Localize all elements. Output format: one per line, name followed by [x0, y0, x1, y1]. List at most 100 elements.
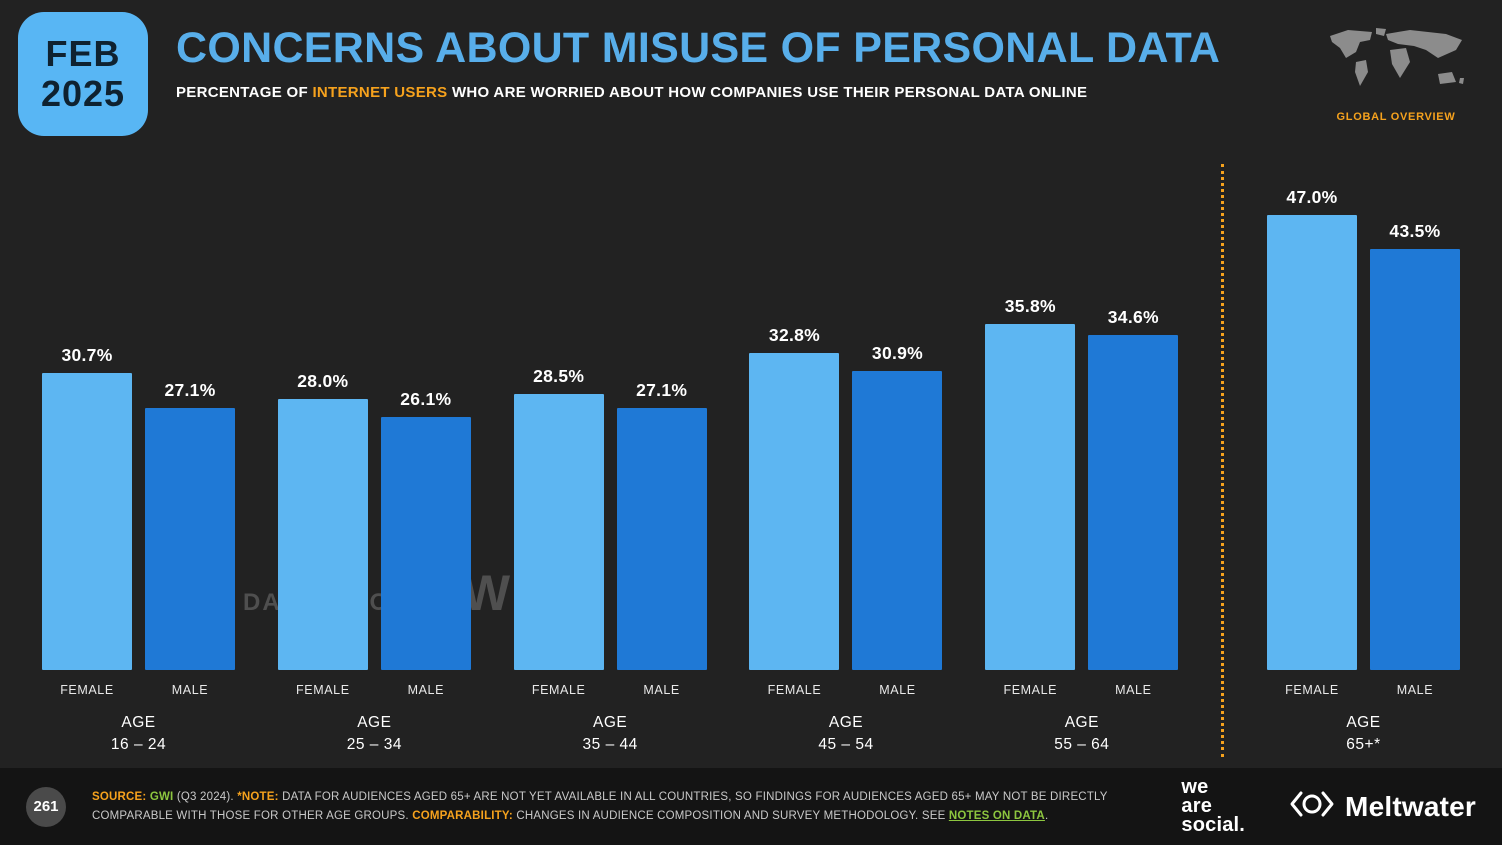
bar-value: 27.1%	[164, 379, 216, 400]
age-65-separator-line	[1221, 164, 1225, 757]
we-are-social-line3: social.	[1181, 814, 1246, 836]
age-label: AGE 35 – 44	[582, 714, 638, 754]
bar-pair: 30.7% 27.1%	[42, 158, 235, 670]
bar-pair: 35.8% 34.6%	[985, 158, 1179, 670]
subtitle-suffix: WHO ARE WORRIED ABOUT HOW COMPANIES USE …	[447, 84, 1088, 101]
bar-male	[1088, 335, 1179, 670]
series-label-male: MALE	[643, 683, 680, 697]
series-label-female: FEMALE	[296, 683, 350, 697]
bar-column-female: 30.7%	[42, 345, 132, 670]
bar-value: 47.0%	[1286, 187, 1338, 207]
notes-on-data-link[interactable]: NOTES ON DATA	[948, 809, 1045, 822]
bar-value: 35.8%	[1004, 295, 1056, 316]
source-note: SOURCE: GWI (Q3 2024). *NOTE: DATA FOR A…	[92, 788, 1152, 825]
bar-pair: 47.0% 43.5%	[1266, 158, 1460, 670]
page-title: CONCERNS ABOUT MISUSE OF PERSONAL DATA	[176, 24, 1221, 72]
bar-male	[1369, 248, 1460, 670]
series-label-female: FEMALE	[531, 683, 586, 697]
chart-group: 35.8% 34.6% FEMALE MALE AGE 55 – 64	[985, 158, 1179, 757]
bar-pair: 28.5% 27.1%	[513, 158, 707, 670]
bar-value: 26.1%	[400, 389, 452, 410]
series-label-female: FEMALE	[767, 683, 822, 697]
series-label-row: FEMALE MALE	[1267, 683, 1460, 697]
bar-male	[852, 370, 943, 670]
bar-column-male: 34.6%	[1088, 307, 1179, 670]
bar-male	[616, 407, 707, 670]
bar-female	[749, 352, 840, 670]
series-label-row: FEMALE MALE	[749, 683, 942, 697]
age-label: AGE 55 – 64	[1054, 714, 1110, 754]
we-are-social-line1: we	[1181, 776, 1209, 798]
source-label: SOURCE:	[92, 791, 147, 804]
chart-groups: 30.7% 27.1% FEMALE MALE AGE 16 – 24 28.0% 26.1%…	[42, 158, 1460, 757]
header-text: CONCERNS ABOUT MISUSE OF PERSONAL DATA P…	[176, 12, 1316, 101]
meltwater-logo: Meltwater	[1289, 790, 1476, 823]
bar-female	[42, 372, 132, 670]
bar-pair: 32.8% 30.9%	[749, 158, 943, 670]
bar-value: 28.5%	[533, 366, 585, 387]
footer: 261 SOURCE: GWI (Q3 2024). *NOTE: DATA F…	[0, 768, 1502, 845]
series-label-male: MALE	[171, 683, 209, 697]
bar-female	[277, 399, 368, 670]
bar-column-female: 32.8%	[749, 324, 840, 670]
bar-value: 43.5%	[1389, 220, 1441, 241]
bar-column-female: 28.5%	[513, 366, 604, 670]
chart-group: 47.0% 43.5% FEMALE MALE AGE 65+*	[1266, 158, 1460, 757]
bar-column-female: 35.8%	[985, 295, 1076, 670]
series-label-female: FEMALE	[1003, 683, 1058, 697]
bar-value: 34.6%	[1107, 307, 1159, 328]
bar-value: 30.9%	[871, 342, 924, 363]
source-link-gwi[interactable]: GWI	[149, 791, 174, 804]
age-label: AGE 45 – 54	[818, 714, 874, 754]
world-map-icon	[1326, 28, 1466, 102]
global-overview-block: GLOBAL OVERVIEW	[1316, 26, 1476, 123]
bar-column-male: 43.5%	[1369, 220, 1460, 670]
bar-value: 27.1%	[636, 379, 688, 400]
series-label-row: FEMALE MALE	[42, 683, 235, 697]
subtitle-prefix: PERCENTAGE OF	[176, 84, 313, 101]
bar-male	[380, 417, 471, 670]
meltwater-logo-text: Meltwater	[1345, 790, 1476, 822]
source-rest: (Q3 2024).	[173, 791, 238, 804]
bar-column-male: 26.1%	[380, 389, 471, 670]
subtitle-highlight: INTERNET USERS	[312, 84, 448, 101]
global-overview-label: GLOBAL OVERVIEW	[1336, 111, 1456, 123]
note-text: DATA FOR AUDIENCES AGED 65+ ARE NOT YET …	[92, 791, 1108, 822]
series-label-female: FEMALE	[1285, 683, 1339, 697]
bar-pair: 28.0% 26.1%	[277, 158, 471, 670]
bar-column-male: 27.1%	[145, 380, 235, 670]
bar-female	[1266, 215, 1357, 670]
chart-group: 32.8% 30.9% FEMALE MALE AGE 45 – 54	[749, 158, 943, 757]
chart-group: 28.0% 26.1% FEMALE MALE AGE 25 – 34	[277, 158, 471, 757]
series-label-male: MALE	[407, 683, 445, 697]
header: FEB 2025 CONCERNS ABOUT MISUSE OF PERSON…	[0, 0, 1502, 136]
bar-column-male: 27.1%	[616, 379, 707, 670]
comparability-label: COMPARABILITY:	[412, 809, 513, 822]
comparability-text: CHANGES IN AUDIENCE COMPOSITION AND SURV…	[512, 809, 949, 822]
meltwater-icon	[1289, 790, 1335, 823]
bar-column-male: 30.9%	[852, 342, 943, 670]
notes-period: .	[1044, 809, 1049, 822]
bar-column-female: 28.0%	[277, 371, 368, 670]
chart-group: 28.5% 27.1% FEMALE MALE AGE 35 – 44	[513, 158, 707, 757]
series-label-male: MALE	[1396, 683, 1434, 697]
bar-value: 30.7%	[61, 344, 113, 365]
age-label: AGE 25 – 34	[346, 714, 402, 754]
note-label: *NOTE:	[237, 791, 279, 804]
bar-value: 28.0%	[297, 371, 349, 391]
footer-logos: we are social. Meltwater	[1181, 776, 1476, 836]
bar-female	[985, 323, 1076, 670]
bar-female	[513, 394, 604, 670]
series-label-row: FEMALE MALE	[985, 683, 1178, 697]
series-label-female: FEMALE	[60, 683, 114, 697]
bar-column-female: 47.0%	[1266, 187, 1357, 670]
we-are-social-line2: are	[1181, 795, 1213, 817]
chart-group: 30.7% 27.1% FEMALE MALE AGE 16 – 24	[42, 158, 235, 757]
badge-month: FEB	[45, 33, 121, 75]
badge-year: 2025	[40, 73, 126, 114]
bar-chart: DATAREPORTAL GWI. 30.7%27.1%FEMALEMALEAG…	[0, 158, 1502, 768]
series-label-male: MALE	[1115, 683, 1152, 697]
bar-value: 32.8%	[768, 324, 821, 345]
page-number-badge: 261	[26, 786, 66, 827]
series-label-male: MALE	[879, 683, 916, 697]
